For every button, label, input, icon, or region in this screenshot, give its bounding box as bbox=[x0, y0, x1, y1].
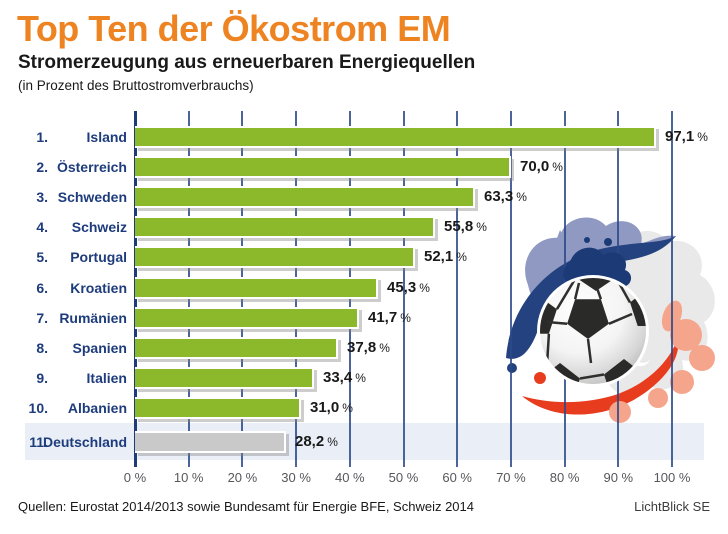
chart-subtitle: Stromerzeugung aus erneuerbaren Energieq… bbox=[18, 52, 476, 73]
bar-row-rumnien: 7. Rumänien 41,7% bbox=[0, 306, 728, 329]
x-axis-tick-label: 100 % bbox=[653, 470, 691, 485]
rank-label: 4. bbox=[36, 219, 48, 236]
source-text: Quellen: Eurostat 2014/2013 sowie Bundes… bbox=[18, 499, 474, 514]
value-label: 28,2% bbox=[295, 433, 338, 450]
country-label: Rumänien bbox=[59, 309, 127, 326]
bar-row-kroatien: 6. Kroatien 45,3% bbox=[0, 276, 728, 299]
value-label: 55,8% bbox=[444, 218, 487, 236]
bar-row-schweiz: 4. Schweiz 55,8% bbox=[0, 216, 728, 239]
rank-label: 7. bbox=[36, 309, 48, 326]
value-label: 63,3% bbox=[484, 188, 527, 206]
rank-label: 9. bbox=[36, 369, 48, 386]
x-axis-tick-label: 50 % bbox=[388, 470, 419, 485]
bar-row-schweden: 3. Schweden 63,3% bbox=[0, 186, 728, 209]
rank-label: 10. bbox=[28, 399, 48, 416]
value-label: 37,8% bbox=[347, 338, 390, 356]
bar bbox=[135, 126, 656, 148]
country-label: Österreich bbox=[56, 159, 127, 176]
bar bbox=[135, 396, 301, 419]
value-label: 70,0% bbox=[520, 158, 563, 176]
x-axis-tick-label: 0 % bbox=[123, 470, 147, 485]
rank-label: 6. bbox=[36, 279, 48, 296]
x-axis-tick-label: 40 % bbox=[334, 470, 365, 485]
bar bbox=[135, 156, 511, 179]
country-label: Deutschland bbox=[42, 434, 127, 450]
value-label: 52,1% bbox=[424, 248, 467, 266]
bar-row-portugal: 5. Portugal 52,1% bbox=[0, 246, 728, 269]
bar bbox=[135, 246, 415, 269]
page-title: Top Ten der Ökostrom EM bbox=[17, 8, 451, 49]
x-axis-tick-label: 70 % bbox=[496, 470, 526, 485]
bar-row-sterreich: 2. Österreich 70,0% bbox=[0, 156, 728, 179]
rank-label: 11. bbox=[29, 434, 48, 450]
country-label: Island bbox=[86, 129, 127, 145]
gridline bbox=[402, 111, 405, 467]
x-axis-tick-label: 30 % bbox=[281, 470, 311, 485]
x-axis-tick-label: 20 % bbox=[227, 470, 258, 485]
bar bbox=[135, 336, 338, 359]
country-label: Kroatien bbox=[70, 279, 127, 296]
value-label: 33,4% bbox=[323, 368, 366, 386]
bar-row-italien: 9. Italien 33,4% bbox=[0, 366, 728, 389]
bar-row-albanien: 10. Albanien 31,0% bbox=[0, 396, 728, 419]
country-label: Portugal bbox=[70, 249, 127, 266]
bar bbox=[135, 186, 475, 209]
gridline bbox=[456, 111, 459, 467]
country-label: Spanien bbox=[72, 339, 127, 356]
value-label: 31,0% bbox=[310, 398, 353, 416]
value-label: 45,3% bbox=[387, 278, 430, 296]
rank-label: 8. bbox=[36, 339, 48, 356]
rank-label: 2. bbox=[36, 159, 48, 176]
value-label: 41,7% bbox=[368, 308, 411, 326]
x-axis-tick-label: 80 % bbox=[549, 470, 580, 485]
rank-label: 1. bbox=[36, 129, 48, 145]
x-axis-tick-label: 90 % bbox=[603, 470, 634, 485]
rank-label: 5. bbox=[36, 249, 48, 266]
bar-row-spanien: 8. Spanien 37,8% bbox=[0, 336, 728, 359]
country-label: Schweiz bbox=[71, 219, 127, 236]
x-axis-tick-label: 10 % bbox=[173, 470, 204, 485]
bar bbox=[135, 276, 378, 299]
bar-row-deutschland: 11. Deutschland 28,2% bbox=[0, 431, 728, 453]
bar bbox=[135, 216, 435, 239]
bar-row-island: 1. Island 97,1% bbox=[0, 126, 728, 148]
country-label: Schweden bbox=[57, 189, 127, 206]
country-label: Albanien bbox=[67, 399, 127, 416]
bar bbox=[135, 366, 314, 389]
brand-text: LichtBlick SE bbox=[634, 499, 710, 514]
country-label: Italien bbox=[86, 369, 127, 386]
value-label: 97,1% bbox=[665, 128, 708, 145]
bar-highlight bbox=[135, 431, 286, 453]
rank-label: 3. bbox=[36, 189, 48, 206]
chart-unit-note: (in Prozent des Bruttostromverbrauchs) bbox=[18, 78, 254, 93]
x-axis-tick-label: 60 % bbox=[442, 470, 472, 485]
bar bbox=[135, 306, 359, 329]
